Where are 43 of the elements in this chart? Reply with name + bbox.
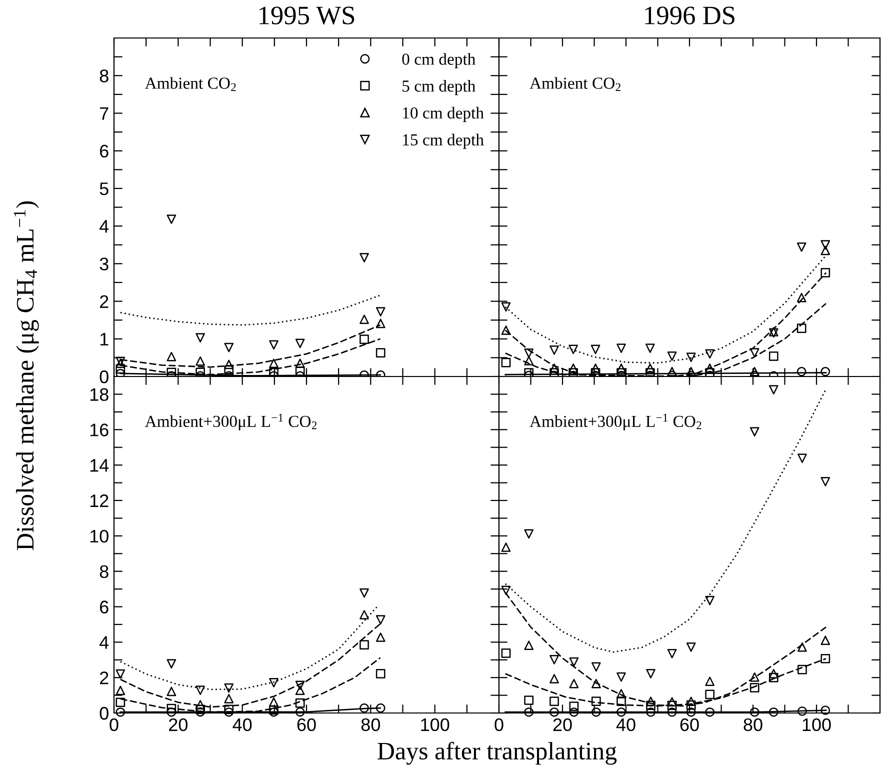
y-tick-label: 18 [90,388,108,401]
legend-label: 5 cm depth [402,80,476,96]
x-tick-label: 0 [110,718,118,732]
y-tick-label: 14 [90,459,109,472]
x-tick-label: 80 [744,718,762,732]
y-tick-label: 2 [100,672,108,684]
x-tick-label: 60 [680,718,699,732]
y-tick-label: 10 [90,530,108,543]
annotation: Ambient+300μL L$^{−1}$ CO$_{2}$ [144,414,317,430]
x-tick-label: 20 [553,718,572,732]
y-tick-label: 16 [90,424,108,436]
y-tick-label: 1 [100,333,108,346]
y-tick-label: 12 [90,494,108,508]
x-tick-label: 80 [361,718,380,732]
x-tick-label: 20 [169,718,188,732]
annotation: Ambient CO$_{2}$ [530,77,620,91]
x-tick-label: 100 [802,718,831,732]
x-tick-label: 40 [616,718,636,732]
y-tick-label: 3 [100,258,108,270]
y-tick-label: 6 [100,600,108,614]
x-tick-label: 100 [421,718,450,732]
legend-label: 15 cm depth [403,134,484,149]
x-tick-label: 0 [494,718,504,732]
chart-title: 1996 DS [645,6,734,24]
y-tick-label: 0 [100,370,108,384]
legend-label: 10 cm depth [403,106,484,122]
x-tick-label: 60 [297,718,316,732]
y-tick-label: 8 [100,565,108,578]
y-tick-label: 4 [100,220,109,233]
y-tick-label: 0 [100,706,108,720]
annotation: Ambient+300μL L$^{−1}$ CO$_{2}$ [530,414,702,430]
annotation: Ambient CO$_{2}$ [144,77,236,91]
y-tick-label: 7 [100,107,108,120]
x-axis-title: Days after transplanting [378,742,617,765]
y-tick-label: 5 [100,182,108,196]
chart-title: 1995 WS [260,6,354,25]
x-tick-label: 40 [232,718,252,732]
legend-label: 0 cm depth [402,53,476,68]
y-tick-label: 2 [100,295,108,308]
y-tick-label: 4 [100,636,109,649]
y-axis-title: Dissolved methane (μg CH$_{4}$ mL$^{−1}$) [14,201,39,550]
y-tick-label: 8 [100,70,108,82]
y-tick-label: 6 [100,144,108,158]
